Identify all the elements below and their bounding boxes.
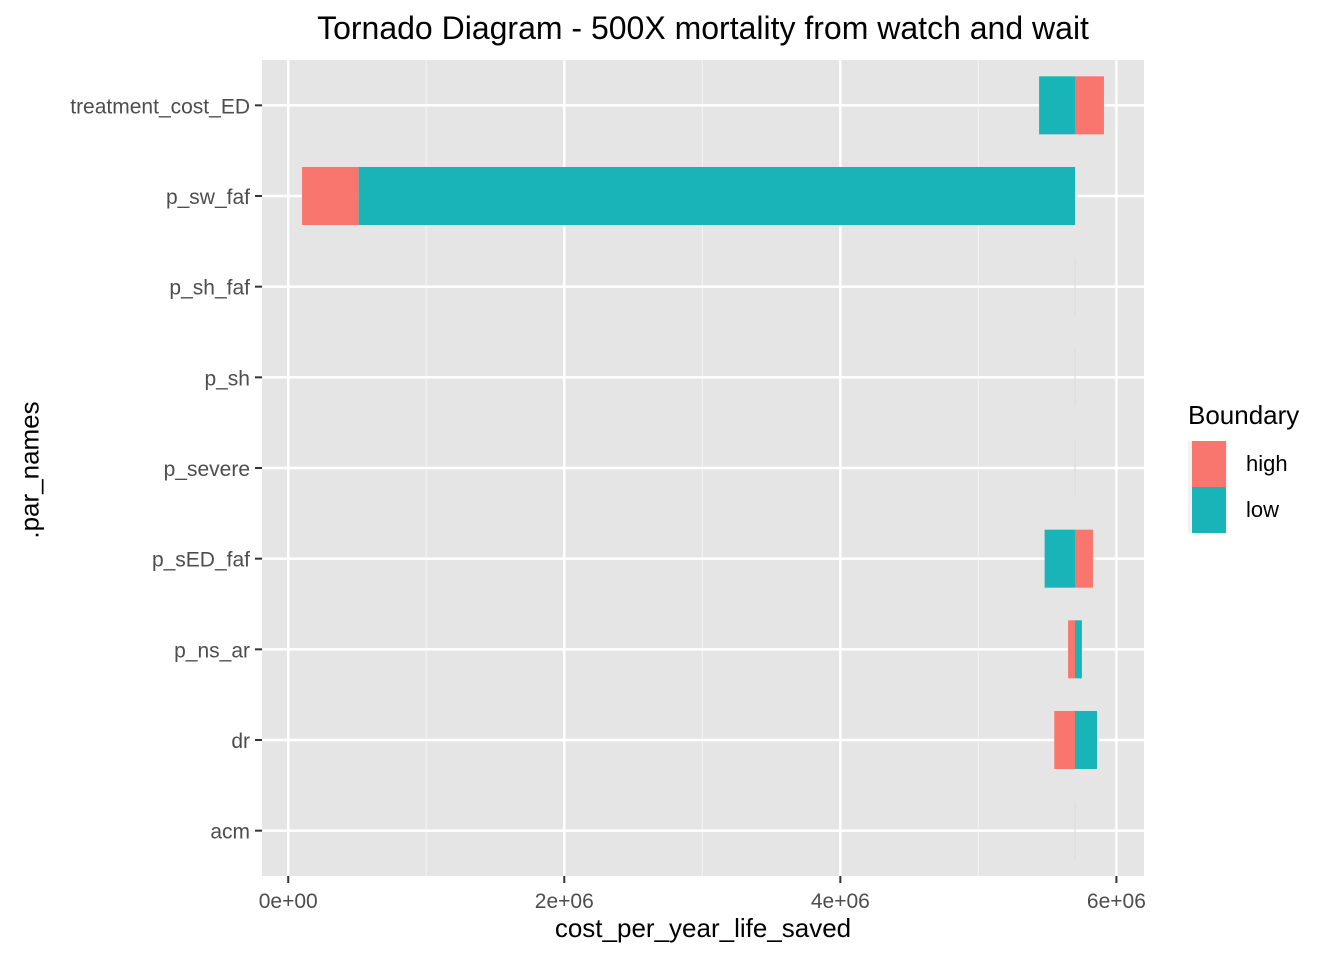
legend-key-low <box>1188 487 1228 533</box>
bar-high-p_sw_faf <box>302 166 359 226</box>
x-tick-label: 0e+00 <box>259 890 318 913</box>
y-tick-label: treatment_cost_ED <box>70 95 250 118</box>
bar-high-treatment_cost_ED <box>1074 76 1104 135</box>
bar-low-p_ns_ar <box>1074 620 1082 679</box>
bar-high-p_sED_faf <box>1074 529 1093 588</box>
bar-high-dr <box>1054 710 1075 770</box>
y-tick-label: p_severe <box>164 458 250 481</box>
y-tick-label: p_sh <box>204 367 250 390</box>
bar-high-p_ns_ar <box>1068 620 1075 679</box>
bar-low-p_sED_faf <box>1044 529 1075 588</box>
y-tick-label: acm <box>210 821 250 844</box>
x-tick-label: 6e+06 <box>1087 890 1146 913</box>
y-tick-label: p_ns_ar <box>174 639 250 662</box>
bar-low-p_sw_faf <box>358 166 1075 226</box>
legend-title: Boundary <box>1188 400 1300 430</box>
legend-label-high: high <box>1246 451 1288 476</box>
y-axis-label: .par_names <box>14 401 45 539</box>
legend: Boundary high low <box>1188 400 1299 533</box>
x-axis-label: cost_per_year_life_saved <box>554 913 852 943</box>
y-tick-label: p_sh_faf <box>169 277 250 300</box>
bar-low-treatment_cost_ED <box>1039 76 1075 135</box>
x-tick-label: 2e+06 <box>535 890 594 913</box>
x-tick-label: 4e+06 <box>811 890 870 913</box>
bar-low-dr <box>1074 710 1098 770</box>
legend-item-low: low <box>1188 487 1299 533</box>
y-tick-label: p_sED_faf <box>152 549 250 572</box>
legend-item-high: high <box>1188 441 1299 487</box>
legend-label-low: low <box>1246 497 1280 522</box>
chart-title: Tornado Diagram - 500X mortality from wa… <box>317 10 1089 46</box>
y-tick-label: p_sw_faf <box>166 186 250 209</box>
y-tick-label: dr <box>231 730 250 753</box>
legend-key-high <box>1188 441 1228 487</box>
